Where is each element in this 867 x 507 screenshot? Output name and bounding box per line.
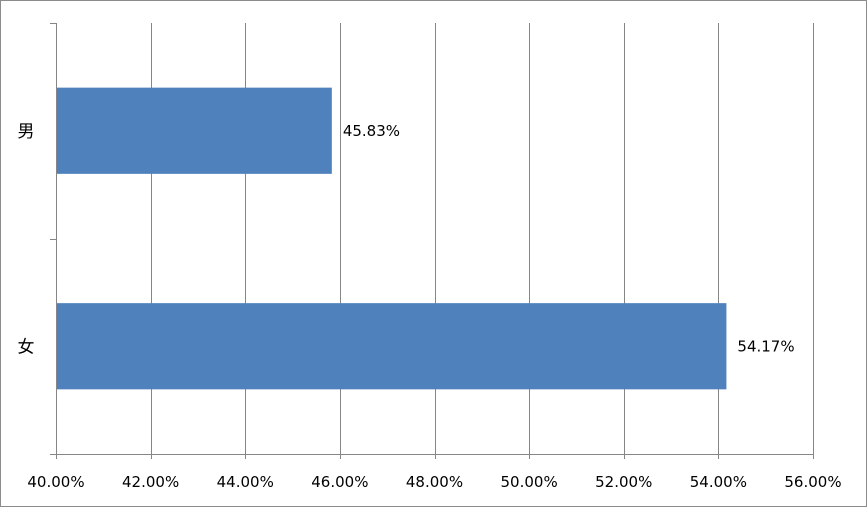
x-tick-label-3: 46.00% [311, 473, 368, 491]
category-label-0: 男 [18, 122, 35, 142]
labels: 45.83% 男 54.17% 女 40.00% 42.00% 44.00% 46.00% 48… [18, 122, 842, 491]
x-tick-label-4: 48.00% [406, 473, 463, 491]
x-tick-label-0: 40.00% [27, 473, 84, 491]
data-label-0: 45.83% [343, 122, 400, 140]
bar-0 [56, 87, 332, 174]
x-tick-label-2: 44.00% [217, 473, 274, 491]
axes [50, 23, 814, 459]
bar-1 [56, 303, 727, 390]
category-label-1: 女 [18, 337, 35, 357]
x-tick-label-5: 50.00% [501, 473, 558, 491]
x-tick-label-8: 56.00% [784, 473, 841, 491]
x-tick-label-1: 42.00% [122, 473, 179, 491]
data-label-1: 54.17% [737, 337, 794, 355]
x-tick-label-6: 52.00% [595, 473, 652, 491]
x-tick-label-7: 54.00% [690, 473, 747, 491]
bars [56, 87, 727, 390]
